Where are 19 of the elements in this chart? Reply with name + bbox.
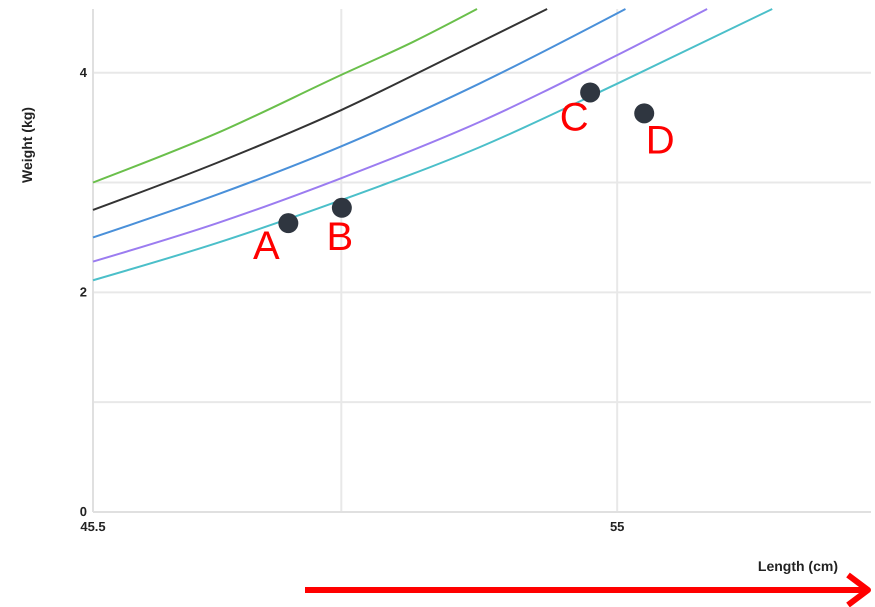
line-series <box>92 8 774 282</box>
annotation: B <box>326 214 354 259</box>
y-tick-label: 4 <box>80 64 88 80</box>
line-series <box>92 8 478 184</box>
y-tick-label: 2 <box>80 284 87 300</box>
y-tick-label: 0 <box>80 504 87 520</box>
point <box>634 103 654 124</box>
annotation: A <box>252 224 280 268</box>
annotation: C <box>560 95 589 140</box>
point <box>580 82 600 102</box>
point <box>278 213 298 234</box>
x-tick-label: 45.5 <box>80 519 106 534</box>
x-axis-title: Length (cm) <box>758 558 838 574</box>
line-series <box>92 8 548 211</box>
annotation: D <box>646 118 675 162</box>
point <box>332 198 352 218</box>
x-tick-label: 55 <box>610 519 624 534</box>
y-axis-title: Weight (kg) <box>19 107 35 183</box>
line-series <box>92 8 708 263</box>
